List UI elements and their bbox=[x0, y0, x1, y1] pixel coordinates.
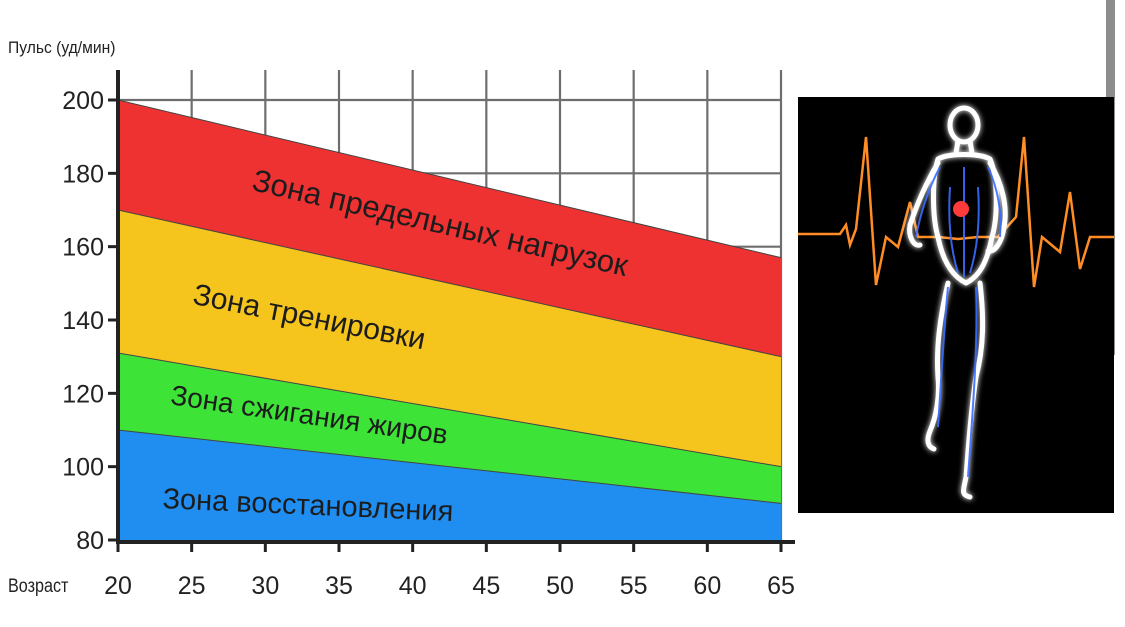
x-tick-label: 35 bbox=[325, 572, 353, 600]
heart-rate-zone-chart: Пульс (уд/мин) Зона восстановления Зона с… bbox=[8, 38, 795, 600]
y-tick-label: 120 bbox=[62, 380, 104, 408]
y-tick-label: 80 bbox=[76, 527, 104, 555]
running-heart-illustration bbox=[798, 97, 1114, 513]
x-tick-label: 20 bbox=[104, 572, 132, 600]
x-tick-label: 40 bbox=[399, 572, 427, 600]
x-tick-label: 60 bbox=[693, 572, 721, 600]
zone-band-2 bbox=[118, 210, 781, 467]
zone-band-1 bbox=[118, 353, 781, 504]
x-tick-label: 30 bbox=[251, 572, 279, 600]
x-tick-label: 65 bbox=[767, 572, 795, 600]
y-tick-label: 100 bbox=[62, 454, 104, 482]
y-tick-label: 160 bbox=[62, 234, 104, 262]
zone-boundary-line bbox=[117, 209, 782, 358]
zone-boundary-line bbox=[117, 99, 782, 259]
x-tick-label: 55 bbox=[620, 572, 648, 600]
y-axis-label: Пульс (уд/мин) bbox=[8, 38, 116, 57]
ecg-line bbox=[798, 136, 1114, 288]
zone-band-0 bbox=[118, 430, 781, 540]
zone-boundary-line bbox=[117, 352, 782, 468]
x-tick-label: 50 bbox=[546, 572, 574, 600]
y-tick-label: 200 bbox=[62, 87, 104, 115]
running-human-anatomy-heartbeat-icon bbox=[798, 105, 1114, 500]
y-tick-label: 180 bbox=[62, 160, 104, 188]
x-axis-label: Возраст bbox=[8, 576, 69, 597]
x-tick-label: 45 bbox=[472, 572, 500, 600]
x-tick-label: 25 bbox=[178, 572, 206, 600]
zone-band-3 bbox=[118, 100, 781, 357]
zone-boundary-line bbox=[117, 429, 782, 504]
y-tick-label: 140 bbox=[62, 307, 104, 335]
